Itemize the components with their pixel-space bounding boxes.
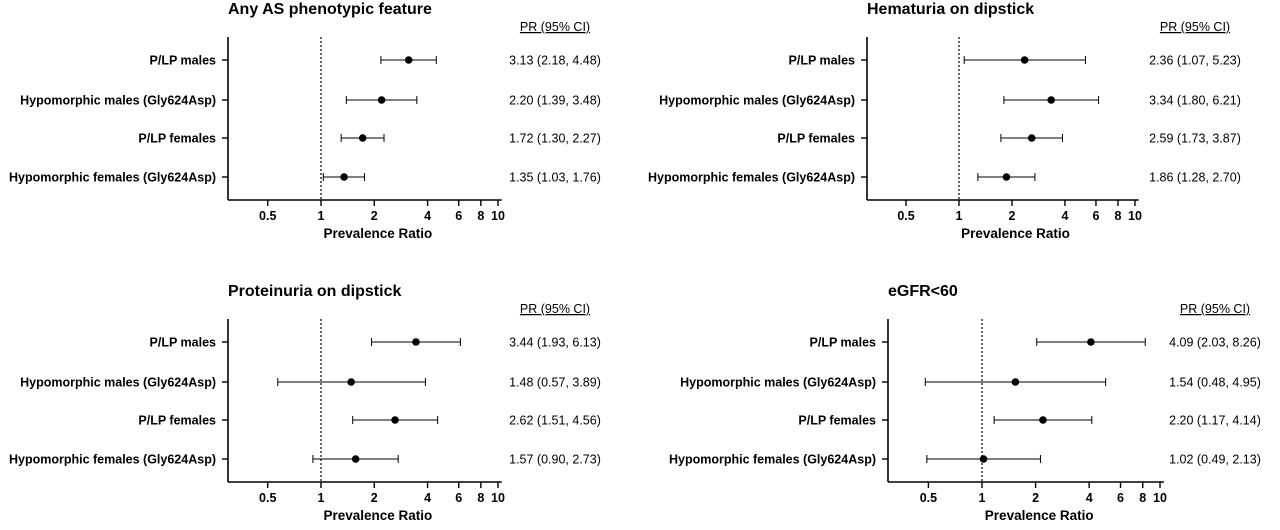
panel-title: Hematuria on dipstick [867,1,1034,18]
x-tick-label: 4 [424,209,431,223]
row-label: Hypomorphic males (Gly624Asp) [659,94,855,108]
row-label: Hypomorphic males (Gly624Asp) [20,94,216,108]
panel-title: Any AS phenotypic feature [228,1,432,18]
pr-ci-value: 1.86 (1.28, 2.70) [1149,171,1241,185]
pr-ci-value: 1.35 (1.03, 1.76) [509,171,601,185]
row-label: Hypomorphic males (Gly624Asp) [20,376,216,390]
pr-ci-header: PR (95% CI) [520,302,590,316]
row-label: Hypomorphic females (Gly624Asp) [9,453,216,467]
pr-ci-value: 2.62 (1.51, 4.56) [509,414,601,428]
x-tick-label: 0.5 [259,209,276,223]
row-label: P/LP males [150,54,217,68]
x-axis-label: Prevalence Ratio [985,508,1094,523]
point-estimate [1039,416,1047,424]
pr-ci-value: 2.36 (1.07, 5.23) [1149,54,1241,68]
x-tick-label: 6 [455,491,462,505]
pr-ci-value: 2.20 (1.39, 3.48) [509,94,601,108]
panel-title: eGFR<60 [888,283,958,300]
pr-ci-value: 2.59 (1.73, 3.87) [1149,132,1241,146]
x-tick-label: 2 [1009,209,1016,223]
pr-ci-value: 3.13 (2.18, 4.48) [509,54,601,68]
x-tick-label: 1 [318,491,325,505]
forest-panel-3: Proteinuria on dipstick PR (95% CI) 0.5 1 2 4… [9,283,601,523]
pr-ci-header: PR (95% CI) [1180,302,1250,316]
point-estimate [1002,173,1011,181]
row-label: P/LP females [138,132,216,146]
pr-ci-value: 2.20 (1.17, 4.14) [1169,414,1261,428]
point-estimate [377,96,386,104]
forest-panel-1: Any AS phenotypic feature PR (95% CI) 0.5 1… [9,1,601,241]
x-tick-label: 8 [1139,491,1146,505]
x-tick-label: 1 [956,209,963,223]
row-label: P/LP females [138,414,216,428]
pr-ci-header: PR (95% CI) [520,20,590,34]
point-estimate [351,455,360,463]
pr-ci-value: 4.09 (2.03, 8.26) [1169,336,1261,350]
row-label: P/LP males [150,336,217,350]
row-label: P/LP females [798,414,876,428]
x-axis-label: Prevalence Ratio [323,226,432,241]
pr-ci-value: 1.54 (0.48, 4.95) [1169,376,1261,390]
point-estimate [1011,378,1020,386]
row-label: Hypomorphic females (Gly624Asp) [669,453,876,467]
x-tick-label: 8 [477,491,484,505]
x-tick-label: 6 [1092,209,1099,223]
pr-ci-value: 1.57 (0.90, 2.73) [509,453,601,467]
x-tick-label: 8 [477,209,484,223]
row-label: P/LP males [789,54,856,68]
point-estimate [391,416,399,424]
x-tick-label: 8 [1114,209,1121,223]
x-tick-label: 0.5 [920,491,937,505]
x-tick-label: 10 [1153,491,1167,505]
x-tick-label: 4 [1086,491,1093,505]
row-label: P/LP males [810,336,877,350]
point-estimate [412,338,420,346]
row-label: Hypomorphic males (Gly624Asp) [680,376,876,390]
x-tick-label: 6 [455,209,462,223]
x-axis-label: Prevalence Ratio [323,508,432,523]
row-label: P/LP females [777,132,855,146]
x-tick-label: 10 [491,209,505,223]
x-tick-label: 0.5 [897,209,914,223]
point-estimate [1020,56,1029,64]
x-tick-label: 4 [424,491,431,505]
x-tick-label: 0.5 [259,491,276,505]
pr-ci-value: 3.44 (1.93, 6.13) [509,336,601,350]
pr-ci-value: 1.72 (1.30, 2.27) [509,132,601,146]
x-tick-label: 2 [371,491,378,505]
point-estimate [979,455,988,463]
pr-ci-value: 3.34 (1.80, 6.21) [1149,94,1241,108]
pr-ci-value: 1.02 (0.49, 2.13) [1169,453,1261,467]
panel-title: Proteinuria on dipstick [228,283,401,300]
x-tick-label: 2 [1032,491,1039,505]
point-estimate [404,56,413,64]
x-tick-label: 2 [371,209,378,223]
x-tick-label: 4 [1061,209,1068,223]
x-tick-label: 10 [491,491,505,505]
pr-ci-value: 1.48 (0.57, 3.89) [509,376,601,390]
pr-ci-header: PR (95% CI) [1160,20,1230,34]
point-estimate [1047,96,1055,104]
point-estimate [340,173,348,181]
x-tick-label: 10 [1128,209,1142,223]
row-label: Hypomorphic females (Gly624Asp) [648,171,855,185]
x-axis-label: Prevalence Ratio [961,226,1070,241]
x-tick-label: 1 [979,491,986,505]
x-tick-label: 1 [318,209,325,223]
point-estimate [1087,338,1095,346]
point-estimate [1027,134,1036,142]
forest-panel-2: Hematuria on dipstick PR (95% CI) 0.5 1 2 4 6 8… [648,1,1241,241]
x-tick-label: 6 [1117,491,1124,505]
forest-panel-4: eGFR<60 PR (95% CI) 0.5 1 2 4 6 8 10 Prevalence R… [669,283,1261,523]
point-estimate [358,134,367,142]
row-label: Hypomorphic females (Gly624Asp) [9,171,216,185]
point-estimate [347,378,355,386]
